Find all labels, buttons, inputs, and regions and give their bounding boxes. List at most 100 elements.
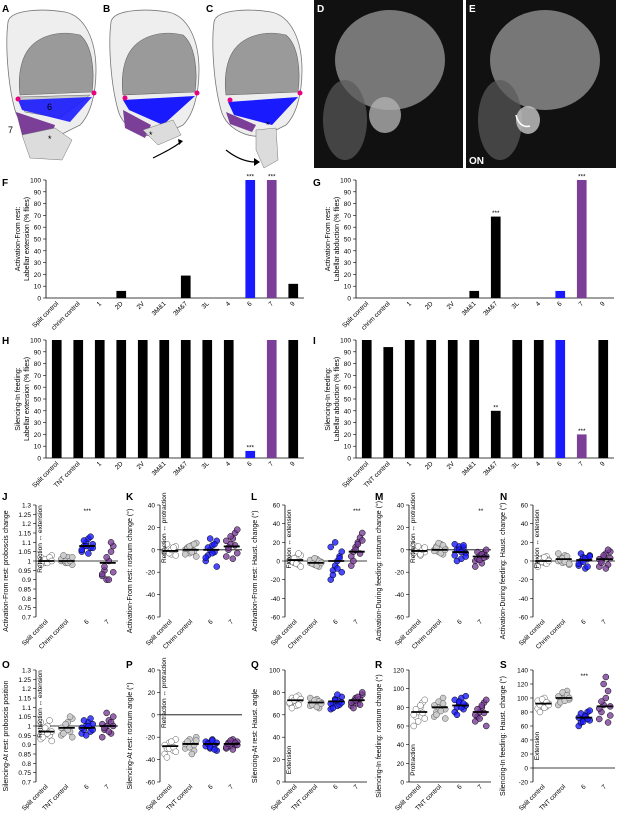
data-point — [586, 553, 593, 560]
y-tick-label: 20 — [273, 757, 281, 764]
category-label: 4 — [225, 460, 233, 468]
y-tick-label: 0.75 — [18, 770, 31, 777]
panel-letter-n: N — [500, 492, 507, 503]
y-tick-label: 10 — [344, 444, 352, 451]
labellum-b — [142, 119, 182, 146]
category-label: 3M&1 — [461, 300, 478, 317]
significance-label: *** — [353, 508, 361, 515]
category-label: 3L — [511, 460, 521, 470]
bar — [202, 340, 213, 458]
y-tick-label: -40 — [271, 596, 281, 603]
y-tick-label: 0 — [400, 780, 404, 787]
category-label: 6 — [207, 783, 215, 791]
data-point — [297, 563, 304, 570]
data-point — [172, 552, 179, 559]
y-tick-label: -20 — [395, 570, 405, 577]
data-point — [421, 715, 428, 722]
data-point — [288, 704, 296, 712]
y-tick-label: 20 — [521, 540, 529, 547]
category-label: 6 — [246, 300, 254, 308]
significance-label: *** — [492, 210, 500, 217]
y-tick-label: 50 — [344, 397, 352, 404]
y-tick-label: 10 — [344, 284, 352, 291]
y-tick-label: -20 — [271, 577, 281, 584]
y-tick-label: -40 — [146, 592, 156, 599]
y-tick-label: 50 — [344, 237, 352, 244]
data-point — [107, 548, 115, 555]
significance-label: *** — [246, 444, 254, 451]
data-point — [211, 746, 218, 753]
category-label: 7 — [353, 783, 361, 791]
category-label: 7 — [268, 300, 276, 308]
y-tick-label: 40 — [34, 248, 42, 255]
data-point — [331, 539, 339, 546]
y-tick-label: 20 — [34, 432, 42, 439]
y-tick-label: 70 — [34, 373, 42, 380]
significance-label: *** — [578, 428, 586, 435]
category-label: 6 — [456, 783, 464, 791]
joint-marker-c1 — [297, 90, 303, 96]
significance-label: *** — [580, 673, 588, 680]
data-point — [359, 529, 366, 537]
y-tick-label: 0 — [37, 296, 41, 303]
category-label: 2D — [114, 460, 125, 471]
y-tick-label: 60 — [521, 724, 529, 731]
category-label: 2D — [424, 300, 435, 311]
data-point — [536, 708, 544, 716]
micrograph-e-proboscis — [516, 106, 540, 134]
data-point — [442, 715, 449, 722]
category-label: 7 — [228, 618, 236, 626]
data-point — [338, 548, 345, 555]
bar — [576, 180, 587, 298]
category-label: 2V — [446, 460, 457, 471]
data-point — [87, 533, 94, 540]
data-point — [596, 715, 603, 723]
panel-b: B * — [103, 4, 200, 159]
data-point — [172, 748, 179, 756]
category-label: 6 — [456, 618, 464, 626]
category-label: 6 — [83, 783, 91, 791]
data-point — [598, 698, 605, 705]
data-point — [211, 540, 218, 548]
y-tick-label: 30 — [344, 420, 352, 427]
data-point — [453, 711, 461, 719]
category-label: 6 — [580, 783, 588, 791]
data-point — [234, 526, 241, 533]
y-tick-label: 1.1 — [22, 705, 31, 712]
bar — [598, 340, 609, 458]
y-tick-label: 80 — [344, 201, 352, 208]
bar — [180, 340, 191, 458]
bar — [361, 340, 372, 458]
inner-axis-label: Flexion ↔ extension — [534, 509, 541, 568]
y-axis-title: Labellar extension (% flies) — [24, 197, 31, 281]
category-label: 6 — [556, 300, 564, 308]
data-point — [163, 540, 171, 548]
joint-marker-b2 — [122, 95, 128, 101]
data-point — [354, 540, 362, 548]
data-point — [213, 563, 220, 570]
category-label: 3M&1 — [151, 300, 168, 317]
inner-axis-label: Retraction ↔ extension — [37, 670, 44, 738]
y-tick-label: 1.15 — [18, 696, 31, 703]
data-point — [170, 544, 177, 551]
data-point — [213, 739, 220, 747]
data-point — [39, 733, 47, 741]
micrograph-e-arrow — [515, 114, 531, 128]
arrowhead-c — [254, 158, 260, 166]
category-label: 7 — [104, 618, 112, 626]
y-tick-label: 1.25 — [18, 512, 31, 519]
data-point — [66, 713, 74, 720]
y-tick-label: 0.75 — [18, 605, 31, 612]
category-label: 1 — [406, 300, 414, 308]
data-point — [460, 542, 467, 549]
data-point — [69, 554, 76, 561]
data-point — [350, 704, 357, 712]
y-tick-label: 0 — [151, 712, 155, 719]
y-axis-title: Silencing-In feeding: — [15, 367, 22, 430]
data-point — [206, 535, 214, 542]
data-point — [534, 563, 541, 570]
data-point — [329, 704, 337, 712]
y-tick-label: 1.3 — [22, 668, 31, 675]
